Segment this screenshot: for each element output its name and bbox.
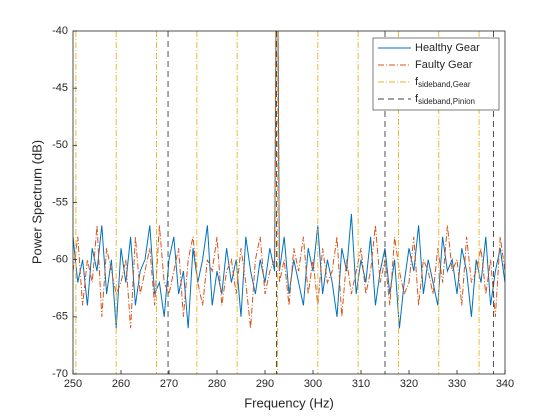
x-tick-label: 260: [112, 378, 130, 390]
x-tick-label: 290: [256, 378, 274, 390]
y-tick-label: -65: [52, 311, 68, 323]
legend-text: f: [415, 93, 419, 105]
legend-label: fsideband,Pinion: [415, 93, 475, 106]
y-tick-label: -60: [52, 254, 68, 266]
y-tick-label: -50: [52, 139, 68, 151]
y-tick-label: -45: [52, 82, 68, 94]
spectrum-line: [73, 31, 505, 329]
x-tick-label: 300: [304, 378, 322, 390]
x-tick-label: 320: [400, 378, 418, 390]
x-tick-label: 280: [208, 378, 226, 390]
legend-subscript: sideband,Pinion: [418, 97, 475, 106]
legend-label: Faulty Gear: [415, 59, 473, 71]
x-tick-label: 340: [496, 378, 514, 390]
y-axis-label: Power Spectrum (dB): [29, 140, 44, 264]
legend-text: Healthy Gear: [415, 42, 480, 54]
x-axis-label: Frequency (Hz): [244, 395, 334, 410]
legend-text: Faulty Gear: [415, 59, 473, 71]
x-tick-label: 330: [448, 378, 466, 390]
y-tick-label: -40: [52, 25, 68, 37]
legend-label: Healthy Gear: [415, 42, 480, 54]
y-tick-label: -55: [52, 196, 68, 208]
legend-box: [372, 37, 500, 111]
spectrum-line: [73, 31, 505, 329]
x-tick-label: 270: [160, 378, 178, 390]
x-tick-label: 250: [64, 378, 82, 390]
legend-subscript: sideband,Gear: [418, 80, 471, 89]
legend-text: f: [415, 76, 419, 88]
legend-label: fsideband,Gear: [415, 76, 471, 89]
plot-layer: [73, 31, 505, 374]
x-tick-label: 310: [352, 378, 370, 390]
y-tick-label: -70: [52, 368, 68, 380]
